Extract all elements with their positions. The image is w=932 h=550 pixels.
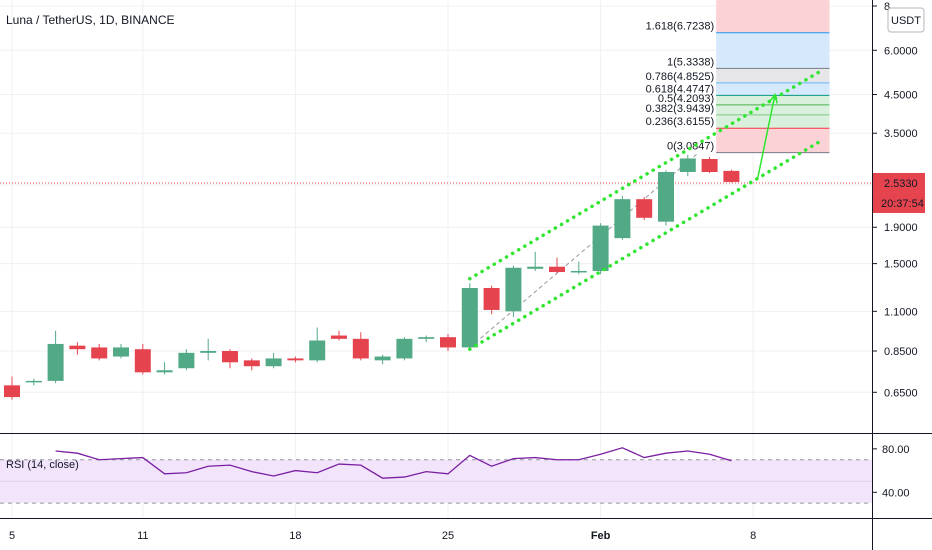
price-tick-label: 1.9000 — [884, 222, 918, 234]
fib-level-label: 0.786(4.8525) — [646, 71, 715, 83]
candle-body — [134, 349, 151, 373]
price-tick-label: 1.5000 — [884, 259, 918, 271]
candle-body — [658, 172, 674, 222]
fib-zone — [716, 104, 830, 115]
chart-title: Luna / TetherUS, 1D, BINANCE — [6, 13, 175, 27]
fib-zone — [716, 68, 830, 83]
price-tick-label: 1.1000 — [884, 306, 918, 318]
candle-body — [222, 351, 238, 363]
candle-body — [527, 266, 544, 269]
candle-body — [265, 358, 282, 367]
rsi-label: RSI (14, close) — [6, 459, 79, 471]
projection-arrow — [756, 94, 776, 180]
candle-body — [461, 288, 478, 348]
fib-zone — [716, 128, 830, 153]
rsi-line — [55, 447, 732, 479]
fib-level-label: 0.236(3.6155) — [646, 116, 715, 128]
fib-zone — [716, 114, 830, 129]
currency-label: USDT — [891, 15, 921, 27]
price-tick-label: 4.5000 — [884, 90, 918, 102]
channel-line-upper — [468, 70, 821, 281]
fib-level-label: 0.5(4.2093) — [658, 93, 714, 105]
candle-body — [91, 347, 108, 359]
countdown-label: 20:37:54 — [881, 198, 924, 210]
time-tick-label: 25 — [442, 530, 454, 542]
fib-zone — [716, 95, 830, 105]
candle-body — [483, 288, 500, 310]
last-price-label: 2.5330 — [884, 178, 918, 190]
time-tick-label: 18 — [289, 530, 301, 542]
time-tick-label: 11 — [137, 530, 148, 542]
currency-box — [887, 7, 925, 33]
time-tick-label: Feb — [591, 530, 611, 542]
price-tick-label: 6.0000 — [884, 45, 918, 57]
candle-body — [352, 338, 369, 359]
candle-body — [25, 380, 42, 383]
candle-body — [331, 335, 347, 339]
candle-body — [723, 170, 740, 182]
price-tick-label: 3.5000 — [884, 128, 918, 140]
fib-level-label: 1(5.3338) — [667, 56, 714, 68]
candle-body — [679, 158, 696, 173]
rsi-tick-label: 80.00 — [882, 444, 910, 456]
candle-body — [549, 266, 565, 273]
candle-body — [200, 351, 217, 353]
fib-level-label: 0.382(3.9439) — [646, 103, 715, 115]
fib-level-label: 0.618(4.4747) — [646, 83, 715, 95]
price-tick-label: 0.6500 — [884, 387, 918, 399]
price-tick-label: 0.8500 — [884, 346, 918, 358]
countdown-badge — [873, 192, 925, 213]
time-tick-label: 8 — [750, 530, 756, 542]
last-price-badge — [873, 172, 925, 193]
candle-body — [4, 385, 20, 398]
candle-body — [156, 370, 173, 373]
candle-body — [396, 338, 413, 359]
candle-body — [309, 340, 326, 361]
candle-body — [69, 345, 86, 350]
candle-body — [178, 352, 195, 369]
candle-body — [440, 337, 456, 348]
fib-level-label: 0(3.0847) — [667, 141, 714, 153]
channel-line-lower — [468, 140, 821, 351]
candle-body — [701, 159, 718, 173]
fib-zone — [716, 82, 830, 96]
time-tick-label: 5 — [9, 530, 15, 542]
candle-body — [287, 358, 304, 361]
rsi-tick-label: 40.00 — [882, 487, 910, 499]
candle-body — [614, 199, 631, 239]
candle-body — [592, 225, 609, 271]
candle-body — [47, 343, 64, 381]
fib-level-label: 1.618(6.7238) — [646, 21, 715, 33]
price-tick-label: 8. — [884, 1, 893, 13]
candle-body — [374, 356, 391, 361]
candle-body — [636, 199, 653, 218]
candle-body — [570, 270, 587, 273]
candle-body — [505, 267, 522, 312]
candle-body — [418, 337, 435, 339]
candle-body — [113, 347, 129, 357]
candle-body — [243, 360, 260, 367]
fib-zone — [716, 32, 830, 69]
projection-arrow-head — [768, 92, 778, 104]
fib-zone-top — [716, 0, 830, 33]
